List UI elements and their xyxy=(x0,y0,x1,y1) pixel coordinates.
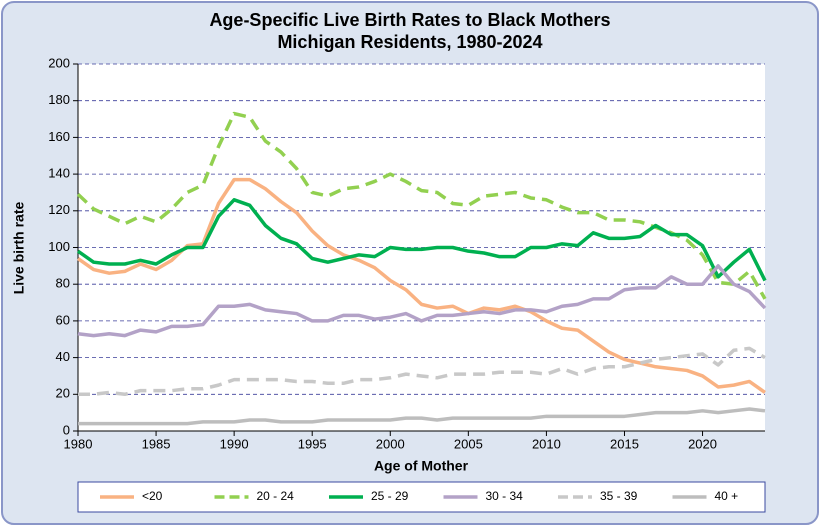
x-tick-label: 1995 xyxy=(298,436,327,451)
series-line xyxy=(76,198,767,282)
y-tick-label: 160 xyxy=(48,129,70,144)
x-tick-label: 2000 xyxy=(376,436,405,451)
x-tick-label: 2010 xyxy=(532,436,561,451)
series-line xyxy=(78,346,766,397)
x-tick-label: 1990 xyxy=(220,436,249,451)
legend-label: 40 + xyxy=(715,489,739,503)
legend xyxy=(77,481,766,513)
series-line xyxy=(78,407,766,426)
y-tick-label: 60 xyxy=(56,312,70,327)
x-tick-label: 2005 xyxy=(454,436,483,451)
x-tick-label: 2015 xyxy=(610,436,639,451)
y-tick-label: 20 xyxy=(56,386,70,401)
legend-label: <20 xyxy=(142,489,163,503)
y-tick-label: 0 xyxy=(63,422,70,437)
y-tick-label: 80 xyxy=(56,276,70,291)
x-tick-label: 1985 xyxy=(142,436,171,451)
series-line xyxy=(77,264,767,338)
legend-label: 35 - 39 xyxy=(600,489,638,503)
series-line xyxy=(76,177,767,394)
y-tick-label: 180 xyxy=(48,92,70,107)
legend-label: 20 - 24 xyxy=(257,489,295,503)
y-tick-label: 120 xyxy=(48,202,70,217)
x-axis-label: Age of Mother xyxy=(374,458,469,474)
x-tick-label: 1980 xyxy=(64,436,93,451)
legend-label: 30 - 34 xyxy=(486,489,524,503)
chart-subtitle: Michigan Residents, 1980-2024 xyxy=(277,32,542,52)
x-tick-label: 2020 xyxy=(688,436,717,451)
y-tick-label: 40 xyxy=(56,349,70,364)
chart-title: Age-Specific Live Birth Rates to Black M… xyxy=(209,10,610,30)
series-line xyxy=(76,111,767,300)
y-axis-label: Live birth rate xyxy=(11,202,27,295)
y-tick-label: 200 xyxy=(48,55,70,70)
legend-label: 25 - 29 xyxy=(371,489,409,503)
y-tick-label: 100 xyxy=(48,239,70,254)
y-tick-label: 140 xyxy=(48,166,70,181)
